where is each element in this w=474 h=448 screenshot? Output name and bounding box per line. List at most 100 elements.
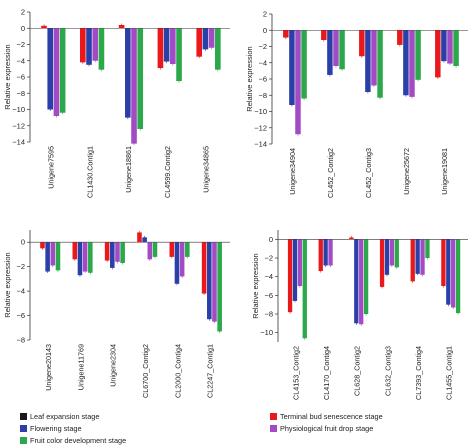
panel-1-category-label: Unigene7595 [47, 146, 56, 189]
panel-1-y-tick-label: 0 [21, 24, 25, 33]
panel-2-bar-Unigene19081-s2 [435, 30, 441, 78]
panel-1-y-tick-label: −2 [16, 40, 25, 49]
panel-3-bar-CL2000_Contig4-s3 [174, 242, 180, 284]
panel-4-bar-CL632_Contig3-s3 [384, 239, 390, 275]
panel-1-bar-CL1430.Contig1-s5 [98, 28, 105, 70]
panel-3-y-tick-label: −8 [16, 336, 25, 345]
panel-2-category-label: CL452_Contig3 [364, 148, 373, 198]
panel-1-y-axis-label: Relative expression [3, 44, 12, 109]
panel-4-bar-CL7393_Contig4-s3 [415, 239, 420, 274]
panel-3-category-label: CL2247_Contig1 [206, 344, 215, 398]
panel-2-bar-Unigene25672-s5 [415, 30, 421, 80]
panel-3-bar-CL2247_Contig1-s3 [207, 242, 212, 320]
panel-3-bar-Unigene2304-s2 [104, 242, 110, 261]
panel-1-bar-CL4599.Contig2-s3 [163, 28, 170, 62]
panel-3-y-tick-label: −4 [16, 287, 25, 296]
panel-3-bar-CL6700_Contig2-s4 [147, 242, 153, 260]
panel-2-bar-CL452_Contig2-s3 [327, 30, 333, 75]
panel-4-y-axis-label: Relative expression [251, 253, 260, 318]
panel-4-bar-CL628_Contig2-s3 [354, 239, 359, 324]
panel-1-bar-CL1430.Contig1-s2 [80, 28, 86, 63]
panel-3-bar-Unigene2304-s3 [110, 242, 115, 268]
panel-4-bar-CL4170_Contig4-s2 [318, 239, 323, 272]
panel-4-bar-CL628_Contig2-s4 [359, 239, 364, 325]
panel-2-bar-Unigene34904-s5 [301, 30, 307, 99]
panel-3-bar-CL6700_Contig2-s5 [152, 242, 158, 257]
panel-4-category-label: CL7393_Contig4 [414, 346, 423, 400]
panel-3-bar-CL2000_Contig4-s5 [185, 242, 190, 257]
panel-1-bar-Unigene34865-s2 [196, 28, 203, 57]
panel-2-bar-Unigene34904-s2 [283, 30, 289, 38]
panel-3-bar-Unigene11769-s3 [77, 242, 83, 276]
panel-3-y-tick-label: −2 [16, 262, 25, 271]
panel-3-bar-CL6700_Contig2-s2 [137, 232, 142, 243]
panel-3-category-label: CL2000_Contig4 [173, 344, 182, 398]
panel-1-bar-Unigene34865-s5 [215, 28, 221, 70]
panel-1-category-label: Unigene18861 [124, 146, 133, 193]
panel-4-bar-CL7393_Contig4-s4 [420, 239, 425, 275]
panel-2-bar-CL452_Contig2-s2 [321, 30, 327, 40]
panel-4-y-tick-label: −6 [264, 291, 273, 300]
panel-2-y-tick-label: −4 [258, 58, 267, 67]
panel-3-bar-CL2247_Contig1-s4 [212, 242, 217, 322]
panel-1-bar-Unigene18861-s2 [118, 25, 125, 29]
panel-2-bar-Unigene25672-s3 [403, 30, 409, 96]
panel-4-category-label: CL632_Contig3 [383, 346, 392, 396]
panel-3-bar-Unigene20143-s4 [50, 242, 56, 266]
panel-4-bar-CL7393_Contig4-s2 [410, 239, 415, 282]
panel-3-category-label: Unigene2304 [109, 344, 118, 387]
panel-2-bar-CL452_Contig3-s2 [359, 30, 365, 57]
panel-2-y-tick-label: −6 [258, 75, 267, 84]
panel-2-y-tick-label: −8 [258, 91, 267, 100]
panel-4-y-tick-label: −10 [260, 328, 273, 337]
panel-1-bar-CL1430.Contig1-s3 [86, 28, 92, 65]
panel-4-category-label: CL4153_Contig2 [291, 346, 300, 400]
panel-3-bar-Unigene20143-s5 [55, 242, 61, 271]
panel-2-bar-Unigene25672-s4 [409, 30, 415, 97]
panel-1-category-label: CL4599.Contig2 [163, 146, 172, 198]
panel-2-bar-Unigene19081-s3 [441, 30, 447, 62]
panel-4-bar-CL7393_Contig4-s5 [425, 239, 430, 258]
panel-4-bar-CL1455_Contig1-s4 [451, 239, 456, 308]
panel-3-bar-Unigene11769-s5 [88, 242, 93, 273]
panel-1-y-tick-label: −12 [12, 121, 25, 130]
panel-4-category-label: CL628_Contig2 [353, 346, 362, 396]
panel-4-bar-CL4170_Contig4-s3 [323, 239, 328, 266]
panel-4-bar-CL4153_Contig2-s3 [292, 239, 298, 301]
panel-1-bar-Unigene18861-s4 [131, 28, 137, 144]
panel-1-y-tick-label: −4 [16, 56, 25, 65]
panel-2-bar-CL452_Contig2-s5 [339, 30, 345, 70]
panel-4-bar-CL1455_Contig1-s2 [441, 239, 446, 286]
panel-1-category-label: Unigene34865 [202, 146, 211, 193]
panel-3-bar-Unigene2304-s4 [115, 242, 120, 262]
panel-3-bar-Unigene2304-s5 [120, 242, 125, 263]
panel-4-bar-CL632_Contig3-s5 [394, 239, 399, 268]
panel-1-y-tick-label: −6 [16, 73, 25, 82]
panel-2-bar-Unigene19081-s4 [447, 30, 453, 64]
panel-2-y-tick-label: −14 [254, 140, 267, 149]
panel-4-y-tick-label: 0 [269, 235, 273, 244]
panel-2-bar-Unigene25672-s2 [397, 30, 403, 45]
panel-1-bar-Unigene18861-s5 [137, 28, 144, 129]
panel-4-bar-CL4153_Contig2-s4 [297, 239, 303, 286]
panel-3-bar-CL6700_Contig2-s3 [142, 237, 147, 243]
panel-3-bar-CL2000_Contig4-s2 [169, 242, 175, 257]
panel-2-bar-CL452_Contig2-s4 [333, 30, 339, 66]
panel-2-bar-Unigene19081-s5 [453, 30, 459, 66]
panel-1-bar-Unigene7595-s5 [59, 28, 66, 113]
panel-1-bar-Unigene18861-s3 [125, 28, 131, 118]
panel-2-category-label: Unigene25672 [402, 148, 411, 195]
panel-2-y-tick-label: −12 [254, 123, 267, 132]
panel-3-y-tick-label: −6 [16, 311, 25, 320]
panel-3-bar-CL2247_Contig1-s5 [217, 242, 222, 332]
panel-2-y-tick-label: −10 [254, 107, 267, 116]
panel-3-y-axis-label: Relative expression [3, 252, 12, 317]
panel-4-bar-CL1455_Contig1-s3 [446, 239, 451, 305]
panel-1-bar-CL1430.Contig1-s4 [92, 28, 99, 61]
panel-1-y-tick-label: −10 [12, 105, 25, 114]
panel-4-bar-CL4153_Contig2-s5 [302, 239, 307, 339]
panel-4-bar-CL632_Contig3-s2 [379, 239, 385, 287]
panel-4-y-tick-label: −4 [264, 272, 273, 281]
panel-4-bar-CL628_Contig2-s5 [363, 239, 369, 314]
